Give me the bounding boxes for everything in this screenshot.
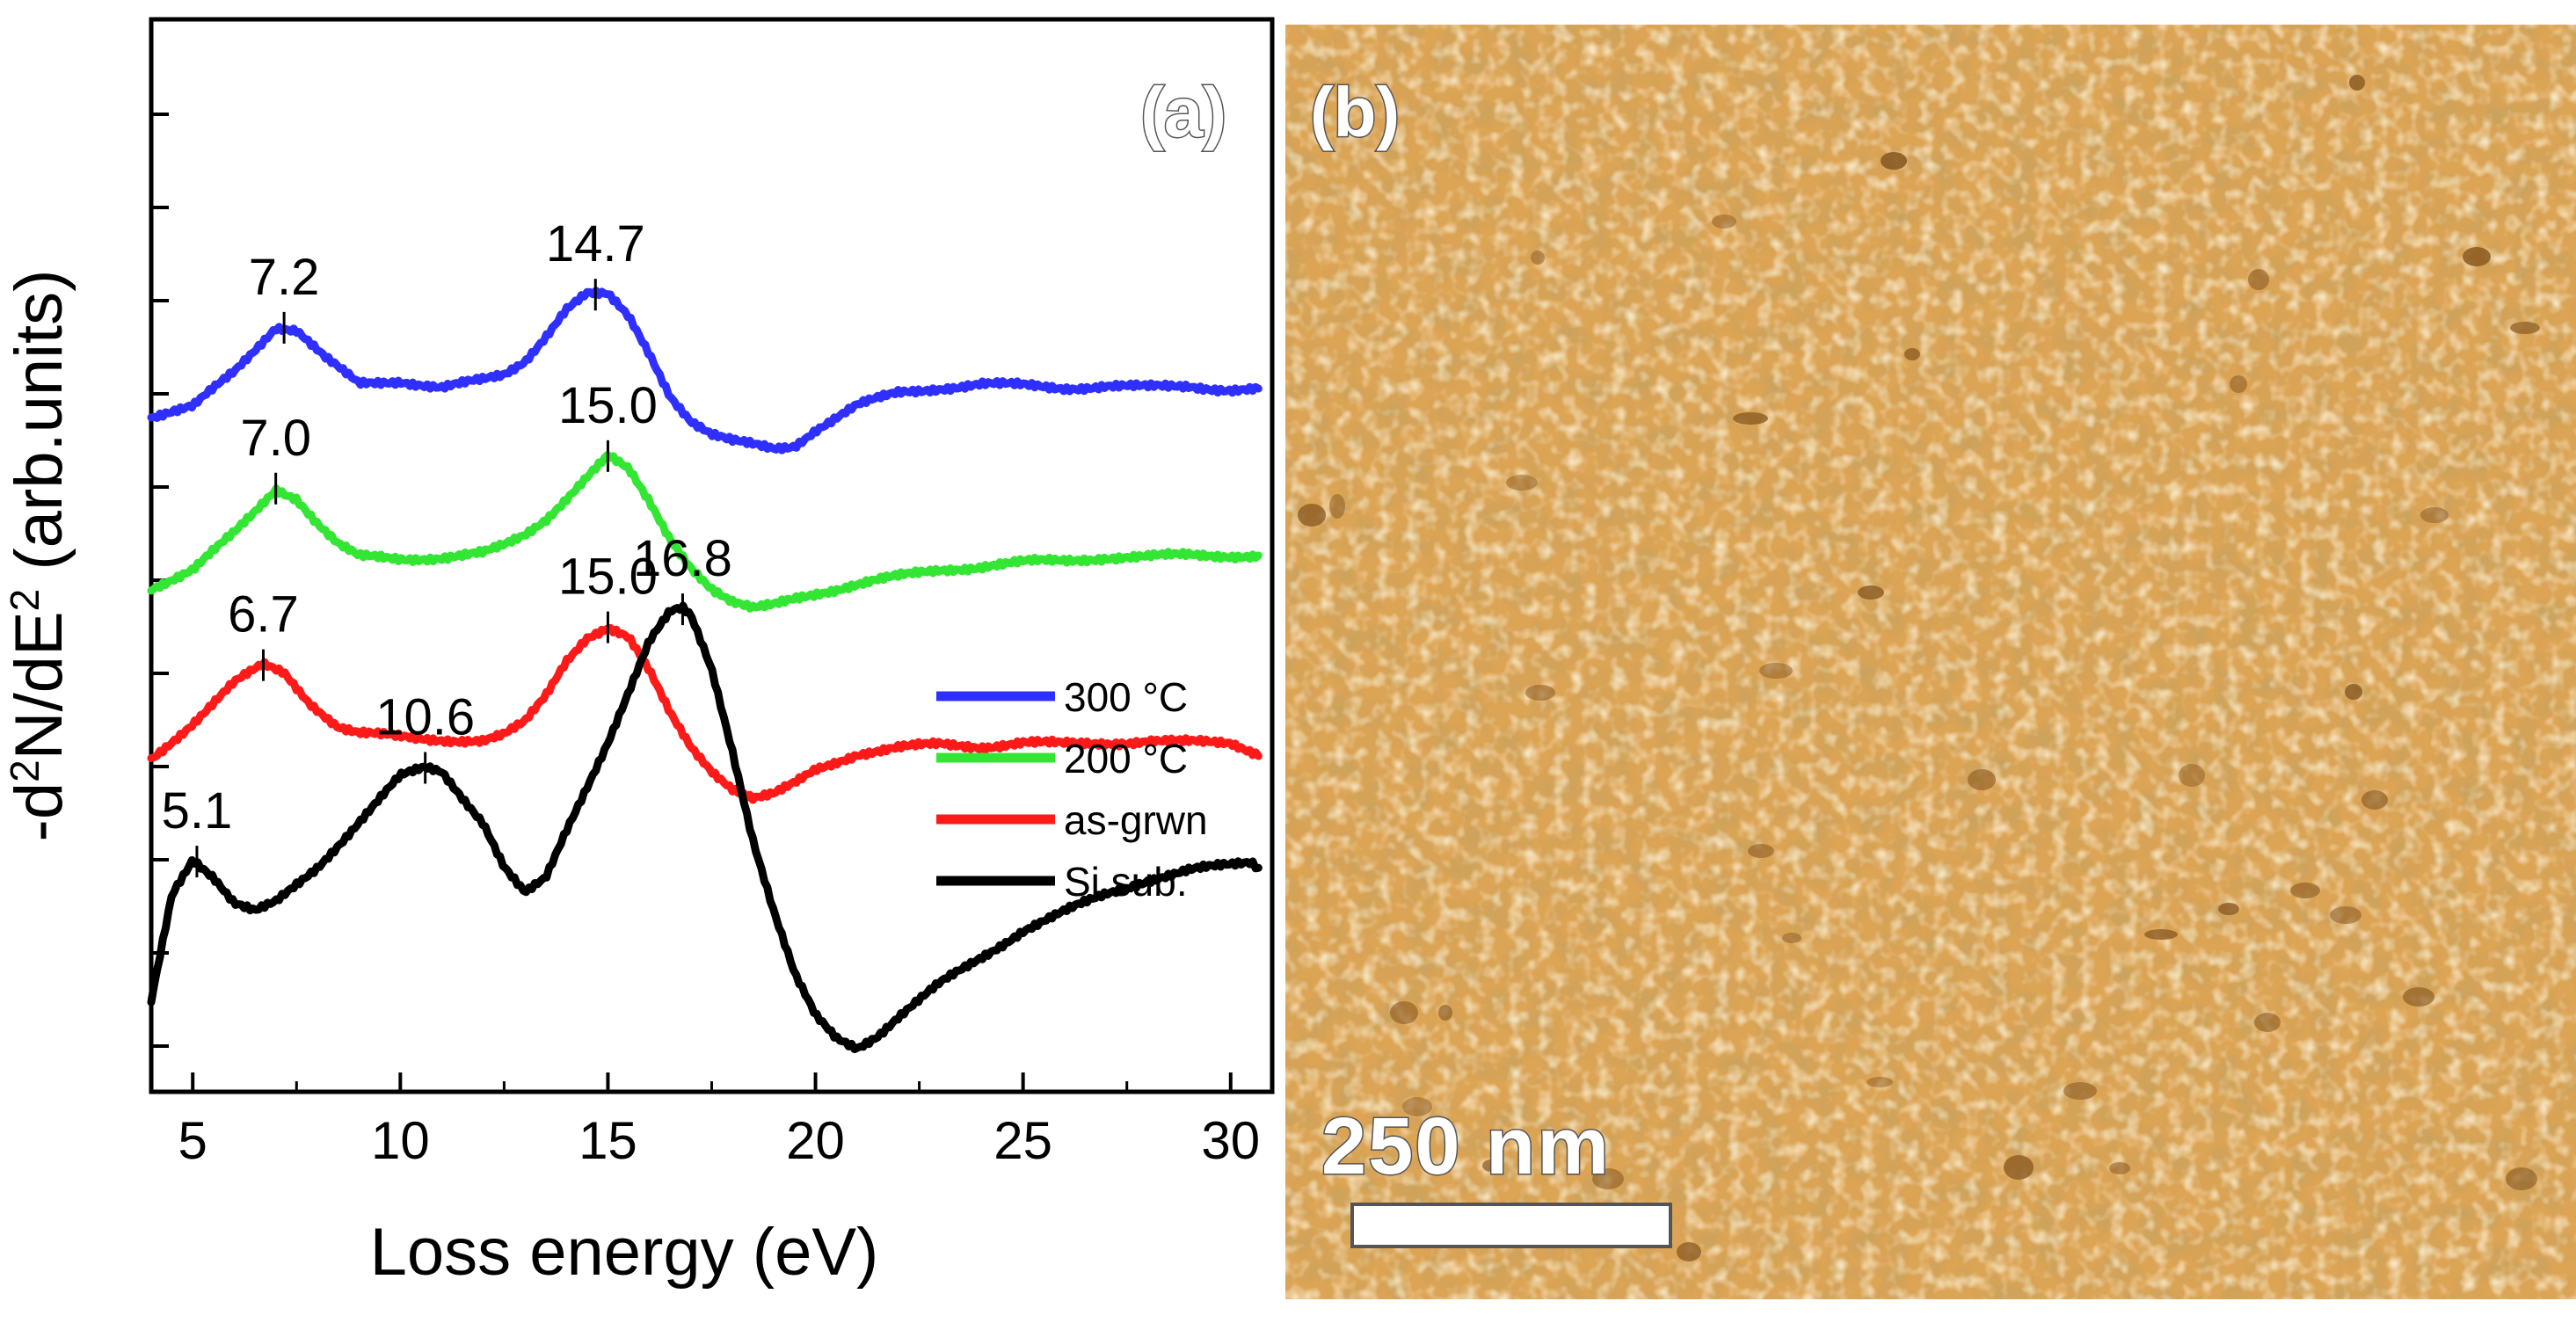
x-tick-label: 25 bbox=[993, 1111, 1052, 1170]
afm-pits bbox=[1298, 75, 2540, 1261]
x-tick-label: 20 bbox=[786, 1111, 845, 1170]
afm-pit bbox=[1525, 685, 1555, 701]
peak-label: 6.7 bbox=[228, 586, 299, 643]
legend-label-si: Si sub. bbox=[1064, 859, 1188, 905]
afm-pit bbox=[1733, 412, 1768, 425]
afm-pit bbox=[2179, 764, 2205, 787]
afm-pit bbox=[2290, 883, 2320, 898]
afm-pit bbox=[1298, 504, 1326, 527]
afm-pit bbox=[1329, 494, 1345, 519]
afm-pit bbox=[1482, 1159, 1500, 1172]
afm-pit bbox=[1748, 844, 1774, 858]
scale-bar bbox=[1350, 1203, 1672, 1248]
x-tick-label: 15 bbox=[579, 1111, 637, 1170]
afm-pit bbox=[1592, 1168, 1624, 1189]
afm-pit bbox=[1438, 1005, 1452, 1021]
x-tick-label: 30 bbox=[1201, 1111, 1260, 1170]
afm-pit bbox=[2248, 269, 2269, 290]
peak-label: 10.6 bbox=[375, 689, 475, 746]
afm-pit bbox=[1759, 663, 1793, 679]
afm-image-panel: (b) 250 nm bbox=[1285, 25, 2576, 1299]
afm-pit bbox=[2254, 1013, 2281, 1032]
y-axis-label-middle: N/dE bbox=[2, 611, 76, 760]
afm-pit bbox=[2109, 1162, 2130, 1174]
afm-pit bbox=[1867, 1077, 1893, 1087]
peak-label: 16.8 bbox=[633, 530, 732, 587]
legend: 300 °C 200 °C as-grwn Si sub. bbox=[936, 674, 1208, 905]
afm-pit bbox=[2510, 322, 2540, 334]
afm-pit bbox=[2463, 247, 2491, 266]
legend-label-200C: 200 °C bbox=[1064, 736, 1188, 781]
afm-pit bbox=[1881, 152, 1907, 170]
x-tick-label: 5 bbox=[178, 1111, 207, 1170]
y-axis-label: -d2N/dE2 (arb.units) bbox=[2, 270, 76, 842]
afm-pit bbox=[1677, 1242, 1701, 1261]
y-axis-label-sup1: 2 bbox=[2, 760, 47, 782]
afm-pit bbox=[2506, 1167, 2537, 1190]
legend-label-300C: 300 °C bbox=[1064, 674, 1188, 720]
afm-pit bbox=[1712, 214, 1736, 229]
series-line-asgrown bbox=[147, 623, 1263, 804]
afm-pit bbox=[1531, 251, 1545, 265]
y-axis-label-prefix: -d bbox=[2, 782, 76, 842]
afm-pit bbox=[2144, 929, 2178, 940]
x-axis-label: Loss energy (eV) bbox=[370, 1215, 879, 1290]
panel-label-b: (b) bbox=[1310, 73, 1400, 151]
peak-label: 15.0 bbox=[558, 549, 658, 606]
series-line-200C bbox=[147, 451, 1263, 613]
peak-annotations: 7.2 14.7 7.0 15.0 6.7 15.0 5.1 10.6 16.8 bbox=[162, 215, 732, 878]
afm-pit bbox=[2403, 987, 2434, 1007]
afm-pit bbox=[2361, 790, 2388, 810]
afm-pit bbox=[1904, 348, 1920, 360]
afm-pit bbox=[2218, 903, 2239, 915]
series-layer bbox=[147, 287, 1263, 1053]
afm-pit bbox=[2345, 684, 2362, 700]
afm-pit bbox=[1402, 1097, 1432, 1116]
legend-label-asgrown: as-grwn bbox=[1064, 797, 1208, 843]
afm-pit bbox=[1968, 769, 1996, 790]
afm-pit bbox=[2004, 1155, 2034, 1180]
peak-label: 7.0 bbox=[240, 410, 311, 467]
afm-pit bbox=[1506, 475, 1538, 491]
afm-pit bbox=[2230, 375, 2247, 393]
afm-pit bbox=[1858, 585, 1884, 600]
peak-label: 7.2 bbox=[249, 249, 320, 306]
series-line-300C bbox=[147, 287, 1263, 454]
series-line-si bbox=[147, 601, 1263, 1053]
scale-bar-label: 250 nm bbox=[1321, 1101, 1611, 1191]
afm-pit bbox=[2330, 906, 2361, 924]
y-axis-label-sup2: 2 bbox=[2, 589, 47, 612]
panel-label-a: (a) bbox=[1140, 73, 1226, 151]
afm-pit bbox=[2063, 1082, 2097, 1100]
chart-panel: 5 10 15 20 25 30 7.2 14.7 7.0 15.0 6.7 15.0 5.1 10.6… bbox=[2, 17, 1275, 1290]
afm-pit bbox=[2420, 507, 2449, 523]
afm-pit bbox=[2349, 75, 2365, 91]
y-axis-label-suffix: (arb.units) bbox=[2, 270, 76, 589]
x-ticks: 5 10 15 20 25 30 bbox=[178, 1072, 1260, 1170]
afm-pit bbox=[1782, 933, 1801, 943]
peak-label: 5.1 bbox=[162, 782, 233, 840]
x-tick-label: 10 bbox=[371, 1111, 430, 1170]
peak-label: 15.0 bbox=[558, 377, 658, 434]
afm-pit bbox=[1390, 1001, 1418, 1024]
afm-image-highlights bbox=[1285, 25, 2576, 1299]
peak-label: 14.7 bbox=[546, 215, 645, 273]
